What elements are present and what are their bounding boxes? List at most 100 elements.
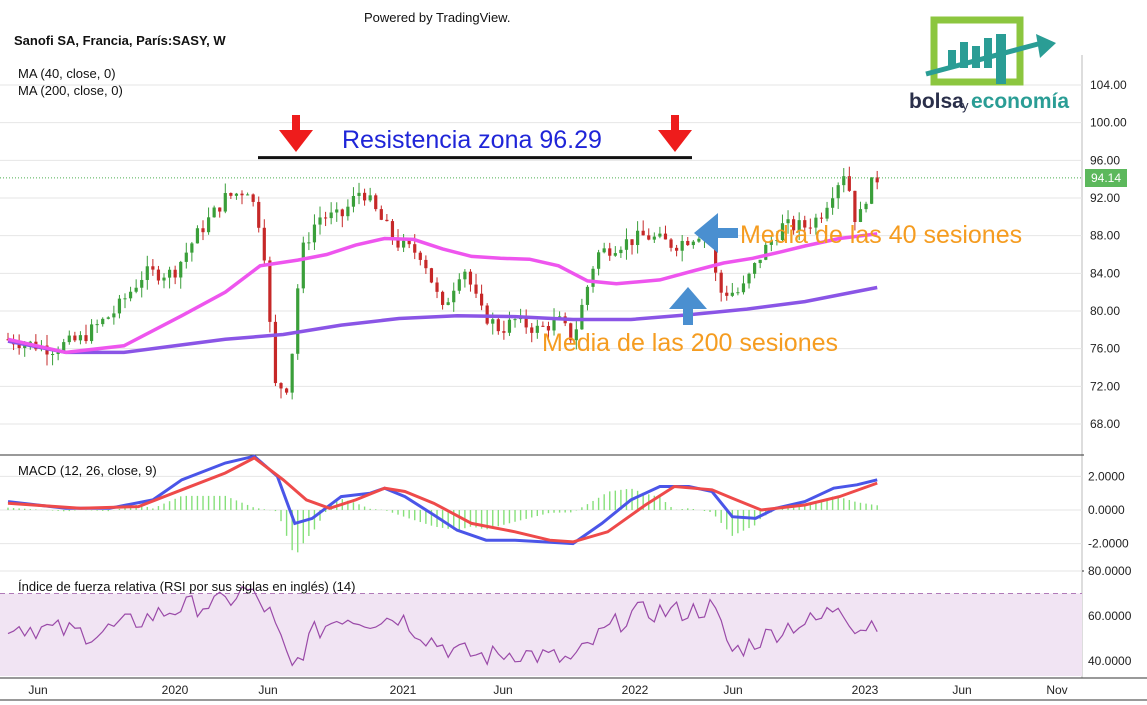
candle-body [680, 240, 684, 251]
candle-body [658, 233, 662, 237]
candle-body [630, 239, 634, 246]
candle-body [390, 221, 395, 238]
candle-body [591, 268, 595, 287]
candle-body [858, 209, 863, 222]
candle-body [340, 209, 344, 217]
ma40-annotation: Media de las 40 sesiones [740, 221, 1022, 249]
candle-body [585, 286, 590, 305]
candle-body [206, 217, 211, 233]
candle-body [853, 190, 857, 222]
candle-body [836, 185, 840, 199]
candle-body [117, 298, 122, 314]
candle-body [636, 230, 640, 246]
candle-body [184, 252, 188, 262]
candle-body [507, 319, 512, 333]
candle-body [195, 228, 200, 244]
candle-body [736, 292, 740, 294]
candle-body [424, 259, 428, 269]
candle-body [112, 313, 116, 318]
bolsayeconomia-logo: bolsa y economía [909, 16, 1069, 113]
candle-body [229, 193, 233, 196]
candle-body [413, 244, 417, 253]
candle-body [357, 192, 361, 196]
rsi-axis-labels: 80.0000 60.0000 40.0000 [1088, 564, 1132, 668]
rsi-tick-label: 60.0000 [1088, 609, 1132, 623]
ma200-legend: MA (200, close, 0) [18, 83, 123, 98]
candle-body [808, 227, 812, 229]
time-tick-label: Nov [1046, 683, 1067, 697]
candle-body [440, 291, 445, 305]
time-tick-label: Jun [723, 683, 742, 697]
candle-body [541, 325, 545, 327]
candle-body [535, 325, 539, 333]
candle-body [814, 217, 818, 228]
rsi-band [0, 593, 1082, 676]
candle-body [312, 224, 317, 243]
candle-body [669, 239, 673, 248]
candle-body [323, 217, 328, 219]
candle-body [803, 220, 807, 228]
macd-axis-labels: 2.0000 0.0000 -2.0000 [1088, 469, 1129, 550]
candle-body [463, 271, 467, 280]
candle-body [73, 335, 77, 341]
candle-body [546, 326, 551, 331]
resistance-annotation: Resistencia zona 96.29 [342, 126, 602, 154]
candle-body [89, 324, 94, 342]
candle-body [780, 223, 785, 241]
candle-body [123, 298, 127, 300]
macd-tick-label: 0.0000 [1088, 503, 1125, 517]
candle-body [223, 193, 227, 212]
candle-body [686, 240, 690, 246]
logo-text-small: y [962, 98, 969, 113]
candle-body [647, 235, 651, 240]
candle-body [580, 304, 584, 330]
candle-body [296, 288, 300, 354]
candle-body [663, 233, 668, 240]
candle-body [78, 335, 83, 341]
candle-body [279, 383, 283, 389]
rsi-tick-label: 80.0000 [1088, 564, 1132, 578]
time-tick-label: Jun [493, 683, 512, 697]
powered-by-label: Powered by TradingView. [364, 10, 510, 25]
candle-body [145, 266, 149, 280]
candle-body [212, 207, 216, 218]
candle-body [602, 248, 606, 253]
price-tick-label: 84.00 [1090, 266, 1120, 280]
candle-body [95, 324, 99, 326]
candle-body [786, 219, 790, 224]
candle-body [468, 271, 473, 285]
time-tick-label: 2021 [390, 683, 417, 697]
macd-histogram [7, 488, 878, 553]
candle-body [234, 193, 239, 196]
candle-body [513, 319, 517, 321]
candle-body [401, 240, 406, 248]
red-down-arrow-right-icon [658, 115, 692, 152]
candle-body [496, 319, 500, 332]
candle-body [730, 292, 734, 296]
candle-body [173, 269, 177, 278]
candle-body [524, 315, 528, 328]
candle-body [725, 292, 729, 296]
candle-body [167, 269, 172, 278]
candle-body [831, 198, 835, 208]
candle-body [574, 329, 578, 341]
candle-body [530, 327, 534, 333]
candle-body [769, 240, 773, 245]
candle-body [597, 252, 601, 269]
candle-body [457, 279, 461, 291]
candle-body [106, 317, 110, 319]
candle-body [134, 287, 138, 292]
candle-body [156, 269, 161, 281]
time-tick-label: 2023 [852, 683, 879, 697]
candle-body [491, 319, 495, 324]
candle-body [301, 242, 305, 289]
ma200-line [7, 285, 878, 355]
candle-body [290, 353, 294, 393]
blue-left-arrow-icon [694, 213, 738, 253]
candle-body [368, 195, 372, 201]
price-axis-labels: 104.00 100.00 96.00 92.00 88.00 84.00 80.00 76.… [1090, 78, 1127, 431]
candle-body [697, 238, 701, 242]
time-tick-label: Jun [258, 683, 277, 697]
time-tick-label: 2022 [622, 683, 649, 697]
candle-body [446, 302, 450, 305]
